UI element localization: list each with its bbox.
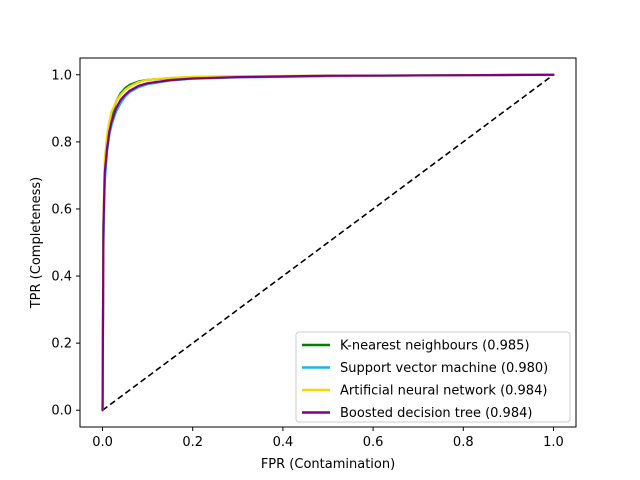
- legend-box: [295, 331, 571, 423]
- x-tick-label: 1.0: [543, 435, 564, 450]
- y-axis-label: TPR (Completeness): [29, 177, 44, 310]
- legend-label: K-nearest neighbours (0.985): [340, 339, 530, 354]
- x-tick-label: 0.0: [92, 435, 113, 450]
- legend-label: Artificial neural network (0.984): [340, 384, 547, 399]
- y-axis-ticks: 0.0 0.2 0.4 0.6 0.8 1.0: [51, 68, 80, 419]
- y-tick-label: 0.2: [51, 337, 72, 352]
- series-line-3: [101, 73, 555, 412]
- x-axis-label: FPR (Contamination): [261, 457, 395, 472]
- y-tick-label: 0.8: [51, 135, 72, 150]
- x-tick-label: 0.8: [453, 435, 474, 450]
- series-layer: [101, 73, 555, 412]
- y-tick-label: 0.0: [51, 404, 72, 419]
- x-axis-ticks: 0.0 0.2 0.4 0.6 0.8 1.0: [92, 427, 564, 450]
- legend-label: Support vector machine (0.980): [340, 361, 548, 376]
- reference-diagonal-line: [102, 74, 554, 411]
- legend-label: Boosted decision tree (0.984): [340, 406, 532, 421]
- y-tick-label: 1.0: [51, 68, 72, 83]
- legend: K-nearest neighbours (0.985) Support vect…: [295, 331, 571, 423]
- y-tick-label: 0.4: [51, 270, 72, 285]
- y-tick-label: 0.6: [51, 202, 72, 217]
- reference-layer: [102, 74, 554, 411]
- x-tick-label: 0.6: [363, 435, 384, 450]
- x-tick-label: 0.4: [273, 435, 294, 450]
- x-tick-label: 0.2: [182, 435, 203, 450]
- plot-frame: [79, 57, 577, 428]
